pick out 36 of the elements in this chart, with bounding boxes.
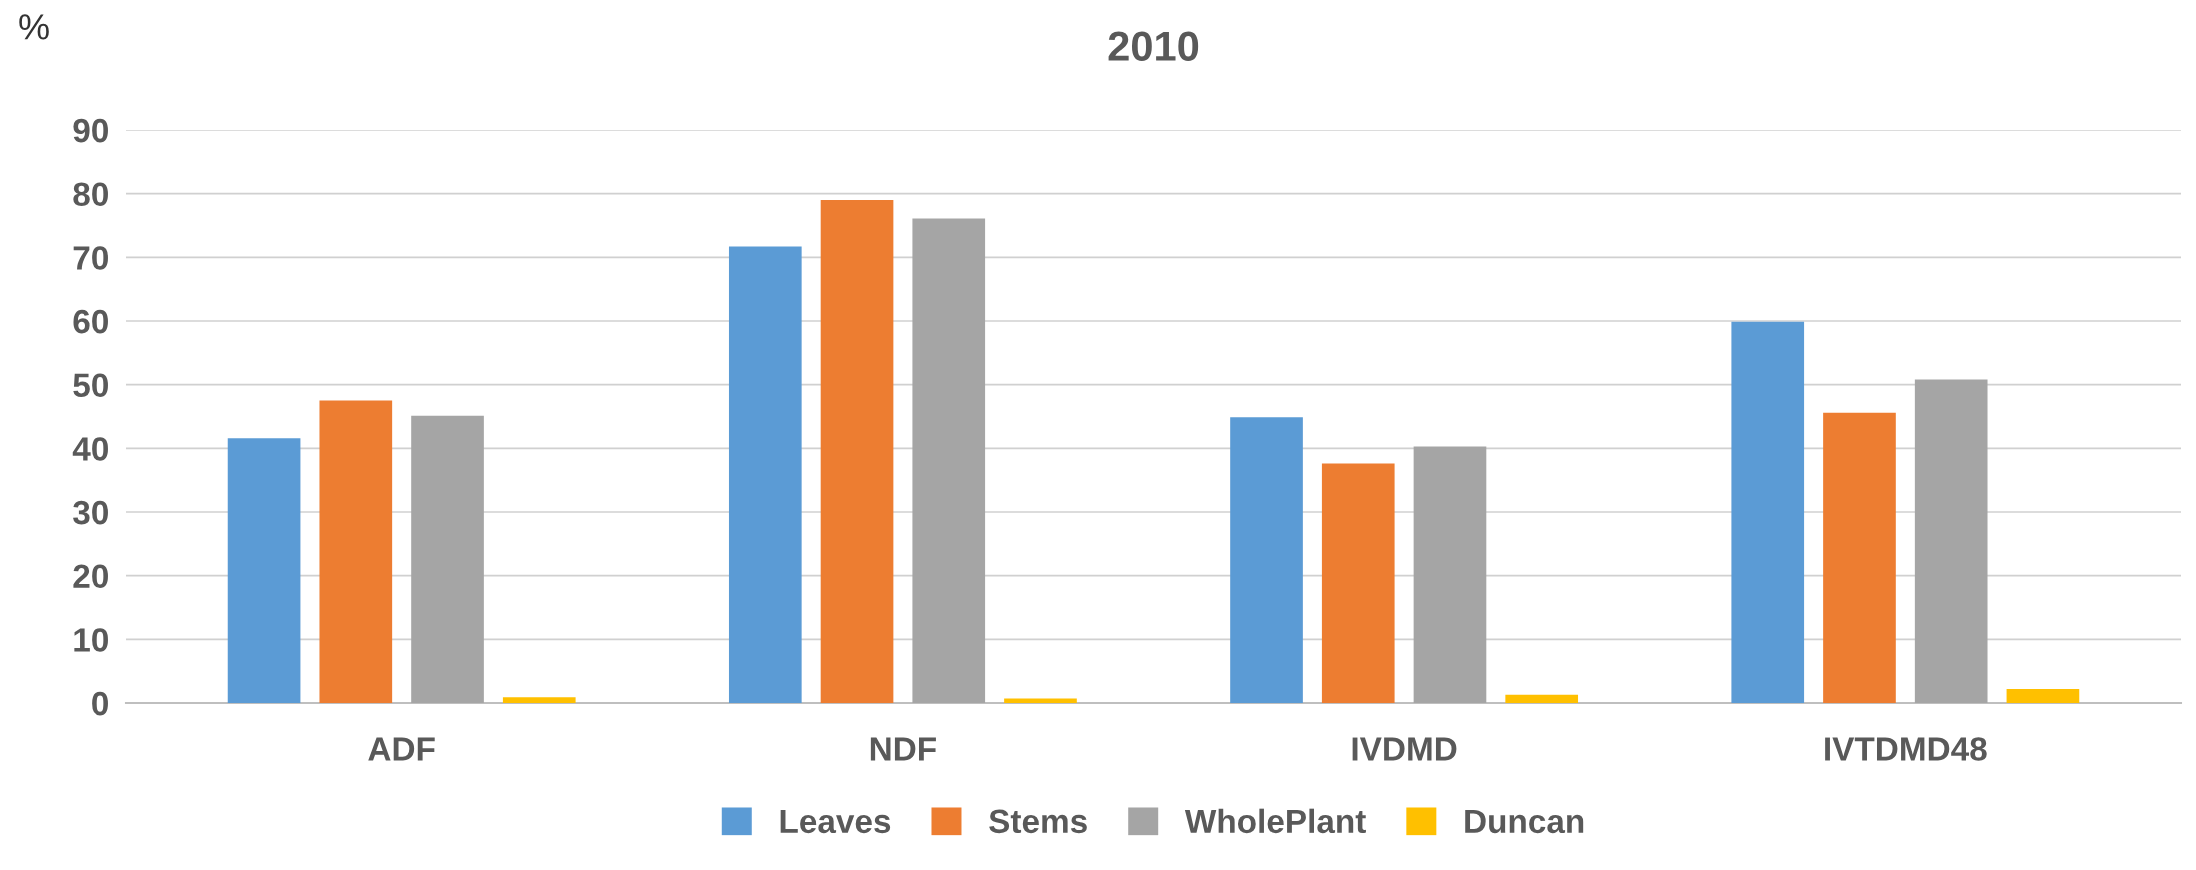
bar (1413, 446, 1487, 703)
x-tick-label: IVTDMD48 (1825, 737, 1987, 761)
bar (820, 200, 894, 703)
legend-label: WholePlant (1184, 808, 1366, 834)
x-tick-label: IVDMD (1352, 737, 1457, 761)
bar (1823, 412, 1896, 703)
legend-label: Duncan (1465, 809, 1584, 834)
bar (912, 218, 986, 703)
y-tick-label: 80 (73, 182, 108, 207)
y-tick-label: 70 (73, 246, 108, 270)
bar (319, 400, 393, 703)
bar (1230, 417, 1303, 703)
y-tick-label: 90 (73, 118, 108, 143)
legend-label: Leaves (780, 809, 891, 834)
y-tick-label: 40 (72, 437, 108, 461)
bar (728, 246, 802, 703)
bar (411, 415, 484, 703)
bar (502, 697, 576, 703)
bar (2006, 688, 2080, 703)
bar (1321, 463, 1395, 703)
legend-label: Stems (989, 809, 1087, 834)
y-tick-label: 60 (73, 309, 108, 334)
bar (1505, 694, 1579, 703)
x-tick-label: ADF (368, 737, 435, 761)
x-tick-label: NDF (870, 737, 936, 761)
y-tick-label: 0 (92, 691, 108, 716)
bar (1731, 321, 1805, 703)
y-tick-label: 50 (73, 373, 108, 398)
y-tick-label: 10 (74, 628, 108, 652)
bar (227, 438, 301, 703)
bar (1914, 379, 1988, 703)
chart-title: 2010 (1108, 31, 1199, 61)
y-tick-label: 30 (73, 500, 108, 525)
y-axis-title: % (19, 14, 49, 40)
bar (1004, 698, 1077, 703)
y-tick-label: 20 (73, 564, 108, 589)
